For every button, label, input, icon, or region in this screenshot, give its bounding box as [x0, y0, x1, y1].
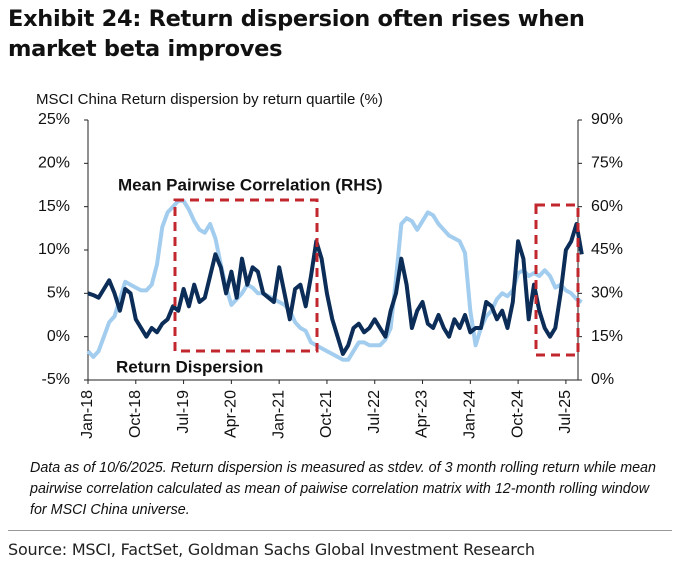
y-tick-label: 20%: [38, 155, 70, 172]
y2-tick-label: 75%: [591, 155, 623, 172]
y2-tick-label: 90%: [591, 111, 623, 128]
y-tick-label: -5%: [42, 371, 70, 388]
chart-title: Exhibit 24: Return dispersion often rise…: [8, 6, 585, 62]
x-tick-label: Jan-24: [462, 390, 479, 439]
x-tick-label: Apr-23: [414, 390, 431, 438]
x-tick-label: Jan-18: [79, 390, 96, 439]
x-tick-label: Jul-22: [366, 390, 383, 434]
y-tick-label: 15%: [38, 198, 70, 215]
series-label: Mean Pairwise Correlation (RHS): [118, 175, 383, 194]
highlight-box: [173, 198, 319, 353]
x-tick-label: Oct-21: [318, 390, 335, 438]
y-tick-label: 0%: [47, 328, 70, 345]
x-tick-label: Jul-25: [557, 390, 574, 434]
highlight-box: [534, 203, 580, 357]
y2-tick-label: 15%: [591, 328, 623, 345]
y-tick-label: 5%: [47, 285, 70, 302]
y2-tick-label: 30%: [591, 285, 623, 302]
footnote: Data as of 10/6/2025. Return dispersion …: [30, 460, 656, 518]
x-tick-label: Jul-19: [175, 390, 192, 434]
series-line: [86, 198, 583, 362]
chart: -5% 0% 5% 10% 15% 20% 25% 0% 15% 30% 45% 60% 75% 90% J…: [38, 111, 623, 439]
x-tick-label: Oct-24: [509, 390, 526, 438]
y2-tick-label: 0%: [591, 371, 614, 388]
source: Source: MSCI, FactSet, Goldman Sachs Glo…: [8, 540, 535, 559]
series-label: Return Dispersion: [116, 357, 263, 376]
divider: [8, 530, 672, 531]
series-line: [87, 222, 584, 356]
x-tick-label: Apr-20: [223, 390, 240, 438]
y-tick-label: 10%: [38, 241, 70, 258]
y-tick-label: 25%: [38, 111, 70, 128]
y2-tick-label: 45%: [591, 241, 623, 258]
y2-tick-label: 60%: [591, 198, 623, 215]
x-tick-label: Oct-18: [127, 390, 144, 438]
chart-subtitle: MSCI China Return dispersion by return q…: [36, 91, 383, 108]
x-tick-label: Jan-21: [270, 390, 287, 439]
